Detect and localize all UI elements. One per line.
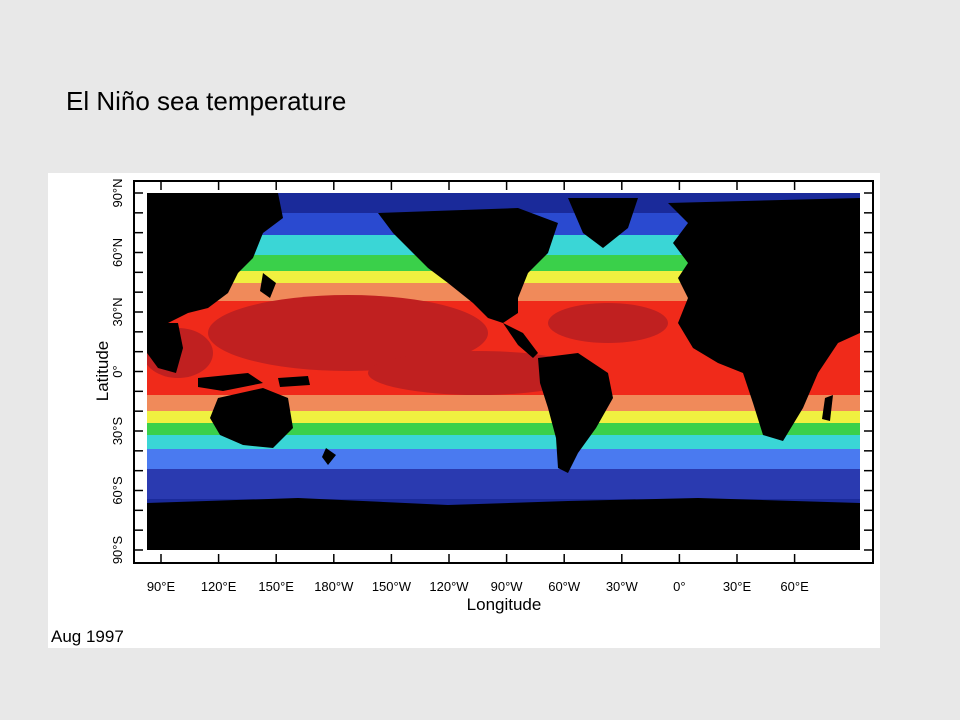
ocean-green-south bbox=[147, 423, 860, 437]
greenland-landmass bbox=[568, 198, 638, 248]
atlantic-warm-pool bbox=[548, 303, 668, 343]
x-tick-label: 90°W bbox=[491, 579, 524, 594]
x-tick-label: 90°E bbox=[147, 579, 176, 594]
new-zealand-landmass bbox=[322, 448, 336, 465]
y-tick-label: 30°N bbox=[110, 297, 125, 326]
north-america-landmass bbox=[378, 208, 558, 323]
slide-title: El Niño sea temperature bbox=[66, 86, 347, 116]
x-tick-label: 150°E bbox=[258, 579, 294, 594]
frame-ticks bbox=[134, 181, 873, 563]
ocean-subpolar-south bbox=[147, 469, 860, 499]
x-tick-label: 120°W bbox=[429, 579, 469, 594]
x-tick-label: 30°W bbox=[606, 579, 639, 594]
x-tick-label: 60°W bbox=[548, 579, 581, 594]
indonesia-islands bbox=[198, 373, 263, 391]
y-axis-label: Latitude bbox=[93, 341, 112, 402]
ocean-yellow-south bbox=[147, 411, 860, 425]
madagascar-landmass bbox=[822, 395, 833, 421]
antarctica-landmass bbox=[147, 498, 860, 550]
japan-landmass bbox=[260, 273, 276, 298]
y-tick-label: 60°N bbox=[110, 238, 125, 267]
west-pacific-warm-pool bbox=[208, 295, 488, 371]
x-tick-label: 60°E bbox=[780, 579, 809, 594]
x-tick-label: 180°W bbox=[314, 579, 354, 594]
y-tick-label: 90°S bbox=[110, 536, 125, 565]
sst-map-figure: 90°N 60°N 30°N 0° 30°S 60°S 90°S 90°E 120°E 150°… bbox=[48, 173, 880, 648]
x-tick-label: 150°W bbox=[372, 579, 412, 594]
new-guinea-landmass bbox=[278, 376, 310, 387]
sst-map-svg: 90°N 60°N 30°N 0° 30°S 60°S 90°S 90°E 120°E 150°… bbox=[51, 178, 874, 646]
y-tick-label: 0° bbox=[110, 365, 125, 377]
ocean-cool-south bbox=[147, 449, 860, 471]
y-axis-ticks: 90°N 60°N 30°N 0° 30°S 60°S 90°S bbox=[110, 178, 125, 564]
australia-landmass bbox=[210, 388, 293, 448]
asia-landmass bbox=[147, 193, 283, 323]
ocean-orange-south bbox=[147, 395, 860, 415]
x-tick-label: 30°E bbox=[723, 579, 752, 594]
el-nino-warm-tongue bbox=[368, 351, 588, 395]
x-tick-label: 120°E bbox=[201, 579, 237, 594]
se-asia-landmass bbox=[147, 323, 183, 373]
y-tick-label: 90°N bbox=[110, 178, 125, 207]
ocean-cyan-south bbox=[147, 435, 860, 451]
south-america-landmass bbox=[538, 353, 613, 473]
x-tick-label: 0° bbox=[673, 579, 685, 594]
x-axis-label: Longitude bbox=[467, 595, 542, 614]
africa-eurasia-landmass bbox=[668, 198, 860, 441]
x-axis-ticks: 90°E 120°E 150°E 180°W 150°W 120°W 90°W 60°W 30°… bbox=[147, 579, 809, 594]
land-masses bbox=[147, 193, 860, 550]
y-tick-label: 30°S bbox=[110, 417, 125, 446]
map-date-label: Aug 1997 bbox=[51, 627, 124, 646]
y-tick-label: 60°S bbox=[110, 476, 125, 505]
central-america-landmass bbox=[503, 323, 538, 358]
map-area bbox=[147, 193, 860, 550]
